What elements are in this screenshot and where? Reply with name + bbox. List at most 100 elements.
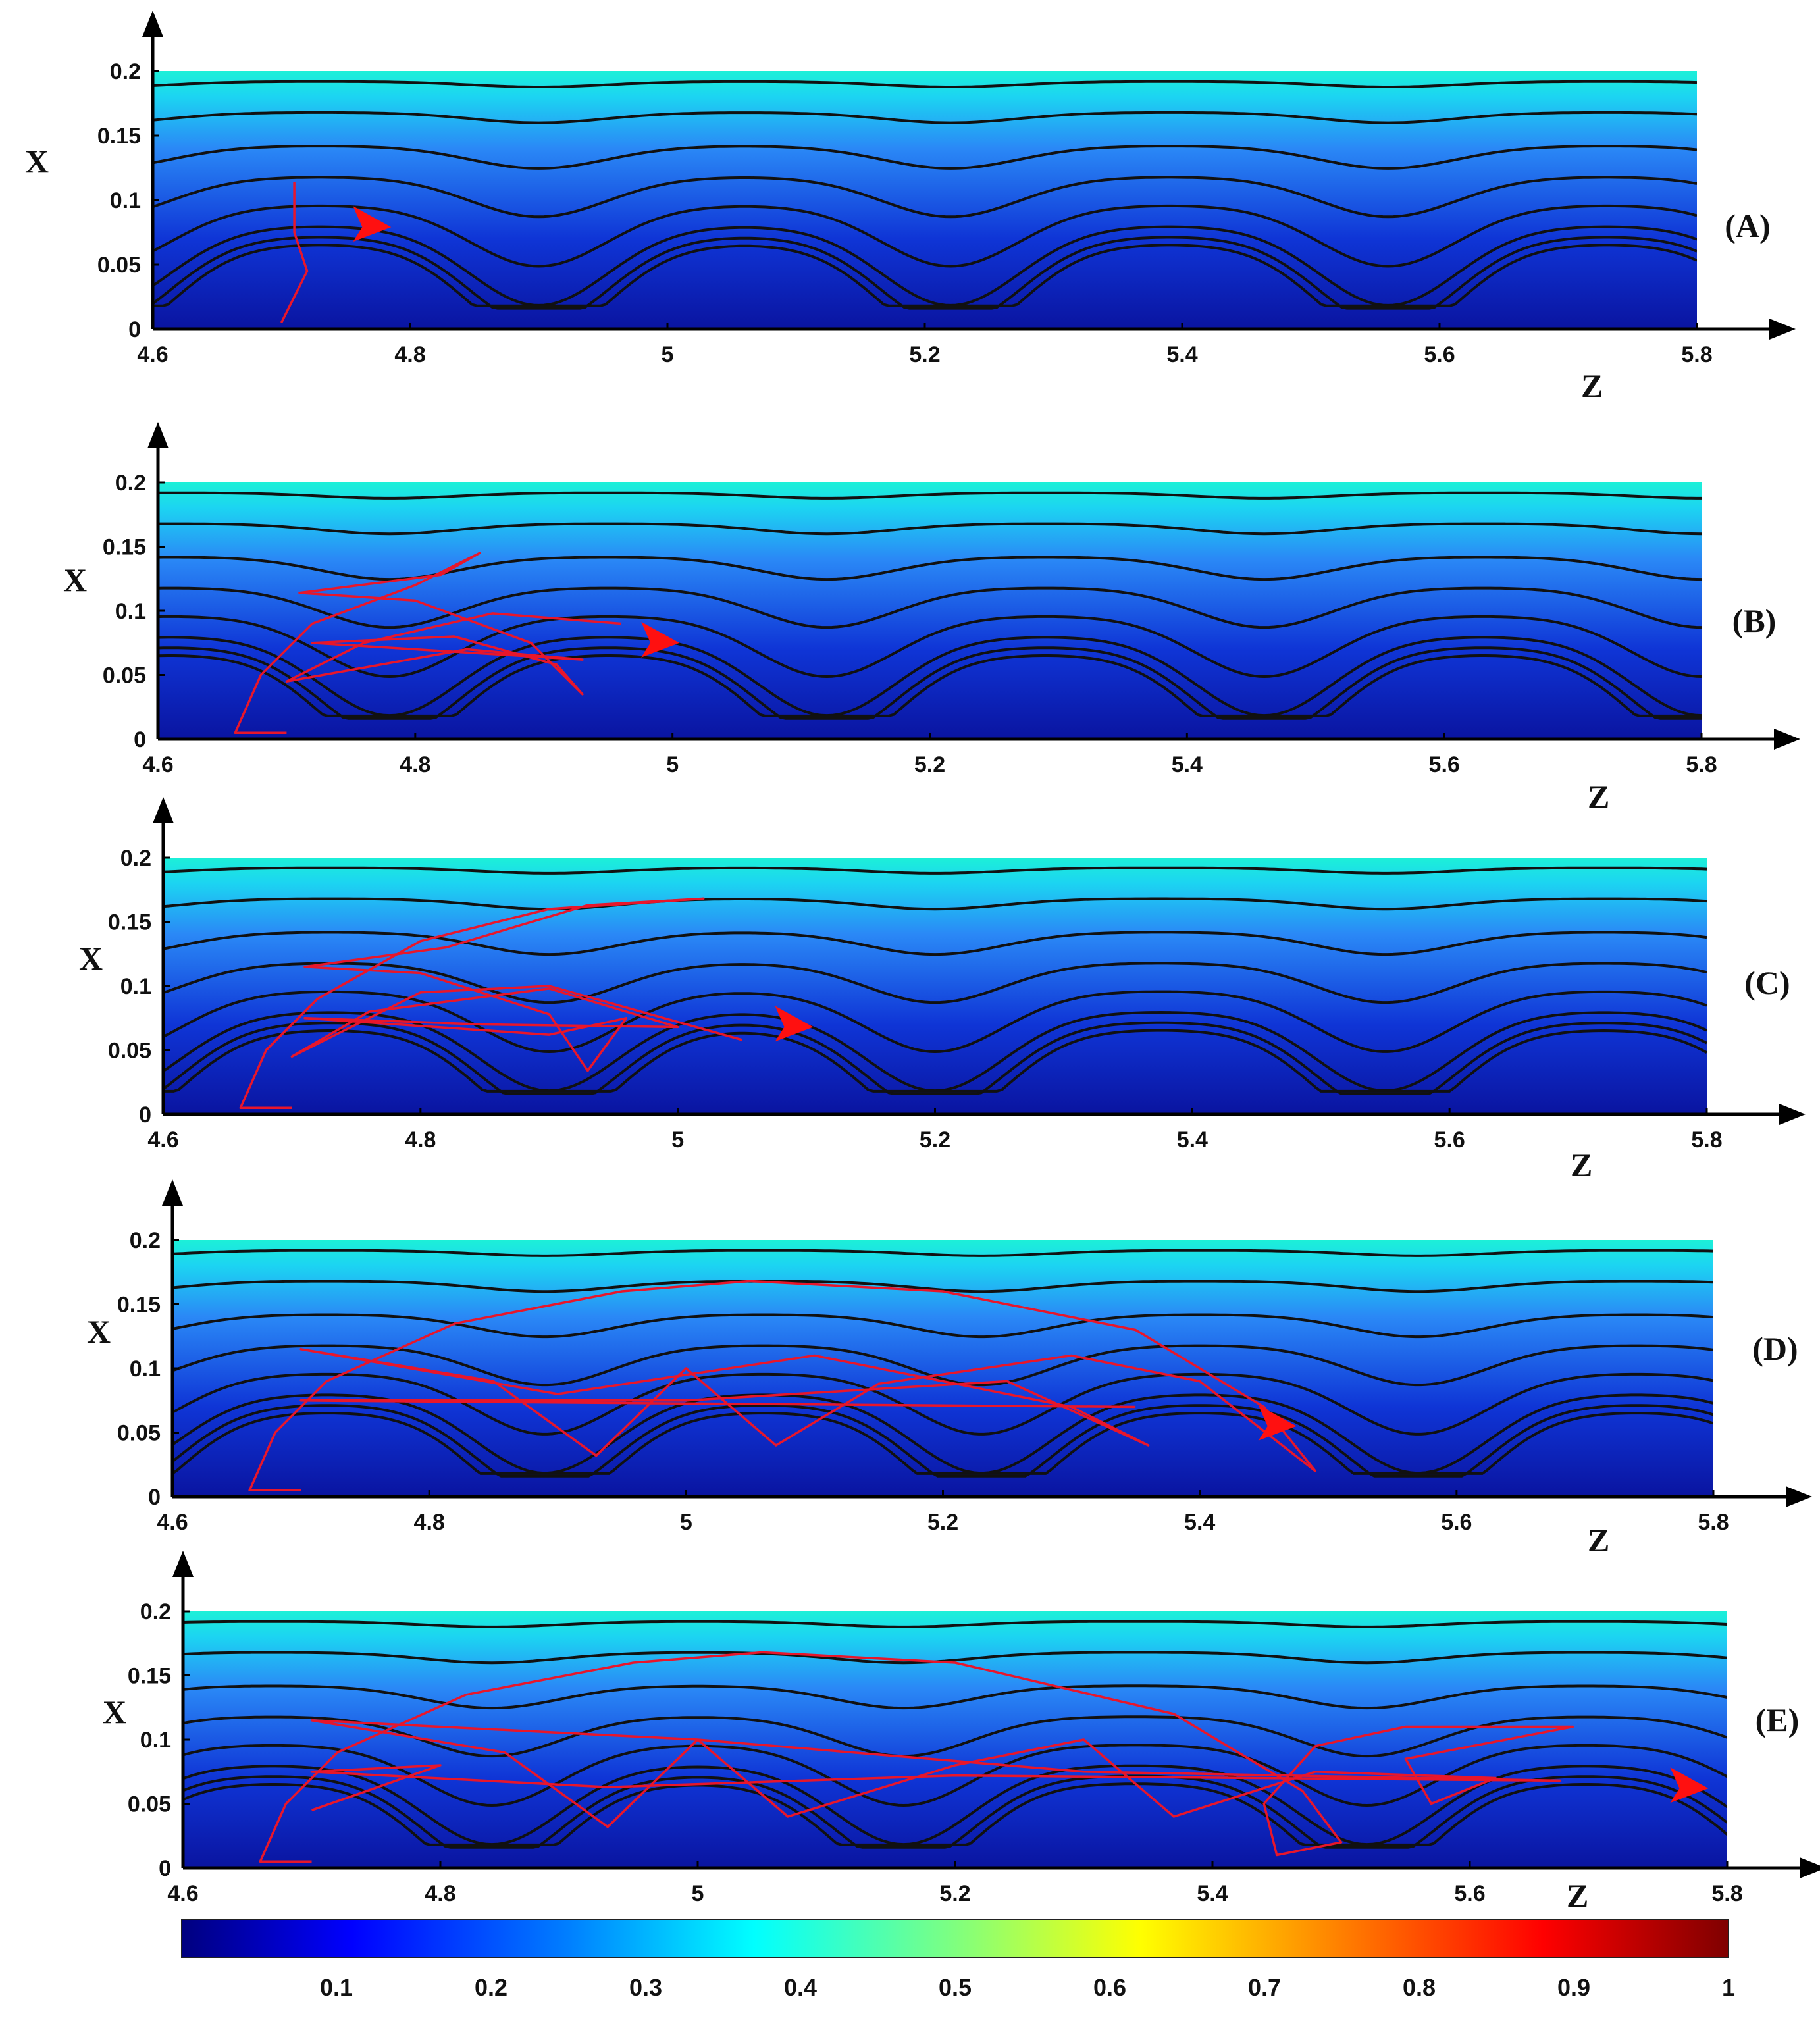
streamline [153, 244, 1697, 307]
x-tick-label: 0.2 [130, 1228, 161, 1253]
velocity-field [163, 858, 1707, 1114]
x-tick-label: 0 [139, 1102, 151, 1127]
streamline [163, 866, 1707, 875]
z-tick-label: 5.2 [914, 752, 945, 777]
x-tick-label: 0.15 [128, 1664, 171, 1689]
z-tick-label: 5.6 [1429, 752, 1460, 777]
x-axis-arrowhead [142, 11, 163, 37]
z-tick-label: 5 [680, 1510, 692, 1535]
streamline [172, 1280, 1713, 1293]
x-tick-label: 0.1 [120, 974, 151, 999]
streamlines [183, 1620, 1727, 1849]
streamline [172, 1411, 1713, 1475]
colorbar-tick-label: 0.7 [1248, 1974, 1281, 2001]
flow-arrow [1670, 1767, 1709, 1803]
panel-2: 4.6 4.8 5 5.2 5.4 5.6 5.8 0 0.05 0.1 0.15 0.2 X Z (B) [63, 422, 1800, 815]
streamline [158, 491, 1702, 500]
particle-path [239, 897, 742, 1110]
x-tick-label: 0.15 [103, 535, 146, 560]
z-axis-arrowhead [1769, 319, 1796, 340]
colorbar: 0.1 0.2 0.3 0.4 0.5 0.6 0.7 0.8 0.9 1 [181, 1919, 1735, 2001]
z-axis-label: Z [1571, 1147, 1592, 1183]
z-axis-label: Z [1588, 778, 1609, 815]
velocity-field [183, 1611, 1727, 1868]
z-tick-label: 4.6 [142, 752, 173, 777]
z-tick-label: 5.2 [927, 1510, 958, 1535]
streamline [183, 1651, 1727, 1665]
z-tick-label: 5.6 [1454, 1881, 1485, 1906]
x-tick-label: 0 [128, 317, 141, 342]
streamline [158, 586, 1702, 629]
x-tick-label: 0.05 [108, 1039, 151, 1064]
streamline [183, 1684, 1727, 1710]
z-tick-label: 5.8 [1698, 1510, 1729, 1535]
x-tick-label: 0.1 [130, 1357, 161, 1382]
z-tick-label: 5.8 [1681, 342, 1712, 367]
streamline [153, 225, 1697, 307]
x-tick-label: 0.05 [103, 663, 146, 688]
z-tick-label: 5.8 [1691, 1127, 1722, 1152]
z-tick-label: 4.6 [167, 1881, 198, 1906]
panels: 4.6 4.8 5 5.2 5.4 5.6 5.800.050.10.150.2XZ(A)4… [25, 11, 1820, 1914]
x-tick-label: 0.15 [108, 910, 151, 935]
z-axis-arrowhead [1800, 1857, 1820, 1878]
z-tick-label: 5.2 [920, 1127, 950, 1152]
colorbar-tick-label: 0.2 [475, 1974, 507, 2001]
streamline [172, 1372, 1713, 1436]
velocity-field [172, 1240, 1713, 1497]
x-axis-arrowhead [147, 422, 169, 448]
z-tick-label: 5.4 [1184, 1510, 1215, 1535]
z-tick-label: 4.8 [425, 1881, 455, 1906]
z-tick-label: 4.8 [414, 1510, 445, 1535]
z-axis-label: Z [1581, 367, 1603, 404]
streamline [172, 1249, 1713, 1257]
x-tick-label: 0.15 [117, 1293, 161, 1318]
x-tick-label: 0.2 [140, 1599, 171, 1624]
flow-arrow [1258, 1405, 1297, 1441]
streamline [153, 176, 1697, 219]
streamline [183, 1764, 1727, 1846]
z-tick-label: 5 [666, 752, 679, 777]
streamline [172, 1313, 1713, 1339]
velocity-field [158, 482, 1702, 739]
colorbar-tick-label: 0.8 [1403, 1974, 1436, 2001]
streamlines [153, 80, 1697, 310]
z-axis-label: Z [1567, 1877, 1588, 1914]
velocity-field [153, 71, 1697, 329]
flow-arrow [353, 206, 392, 242]
streamline [172, 1393, 1713, 1474]
x-axis-label: X [87, 1313, 111, 1350]
z-tick-label: 4.8 [394, 342, 425, 367]
streamline [158, 522, 1702, 536]
streamline [183, 1782, 1727, 1846]
panel-label: (A) [1725, 207, 1770, 244]
streamline [158, 654, 1702, 717]
z-axis-arrowhead [1774, 729, 1800, 750]
x-axis-label: X [79, 940, 103, 977]
x-axis-arrowhead [172, 1551, 194, 1577]
x-tick-label: 0 [159, 1856, 171, 1881]
x-tick-label: 0.2 [120, 846, 151, 871]
streamline [163, 1021, 1707, 1095]
flow-arrow [641, 621, 680, 658]
streamline [183, 1620, 1727, 1628]
z-tick-label: 5 [671, 1127, 684, 1152]
colorbar-tick-label: 1 [1722, 1974, 1735, 2001]
streamline [172, 1344, 1713, 1387]
streamlines [172, 1249, 1713, 1478]
panel-5: 4.6 4.8 5 5.2 5.4 5.6 5.8 0 0.05 0.1 0.15 0.2 X Z (E) [103, 1551, 1820, 1914]
x-axis-label: X [25, 143, 49, 180]
z-tick-label: 5.4 [1172, 752, 1203, 777]
colorbar-tick-label: 0.3 [629, 1974, 662, 2001]
x-tick-label: 0.05 [117, 1421, 161, 1446]
panel-label: (E) [1755, 1701, 1800, 1738]
z-tick-label: 5.4 [1197, 1881, 1228, 1906]
panel-3: 4.6 4.8 5 5.2 5.4 5.6 5.8 0 0.05 0.1 0.15 0.2 X Z (C) [79, 797, 1806, 1183]
particle-path [259, 1651, 1574, 1863]
x-tick-label: 0.1 [110, 188, 141, 213]
colorbar-bar [181, 1919, 1729, 1958]
streamline [163, 990, 1707, 1054]
streamline [183, 1715, 1727, 1758]
panel-label: (D) [1752, 1330, 1798, 1367]
